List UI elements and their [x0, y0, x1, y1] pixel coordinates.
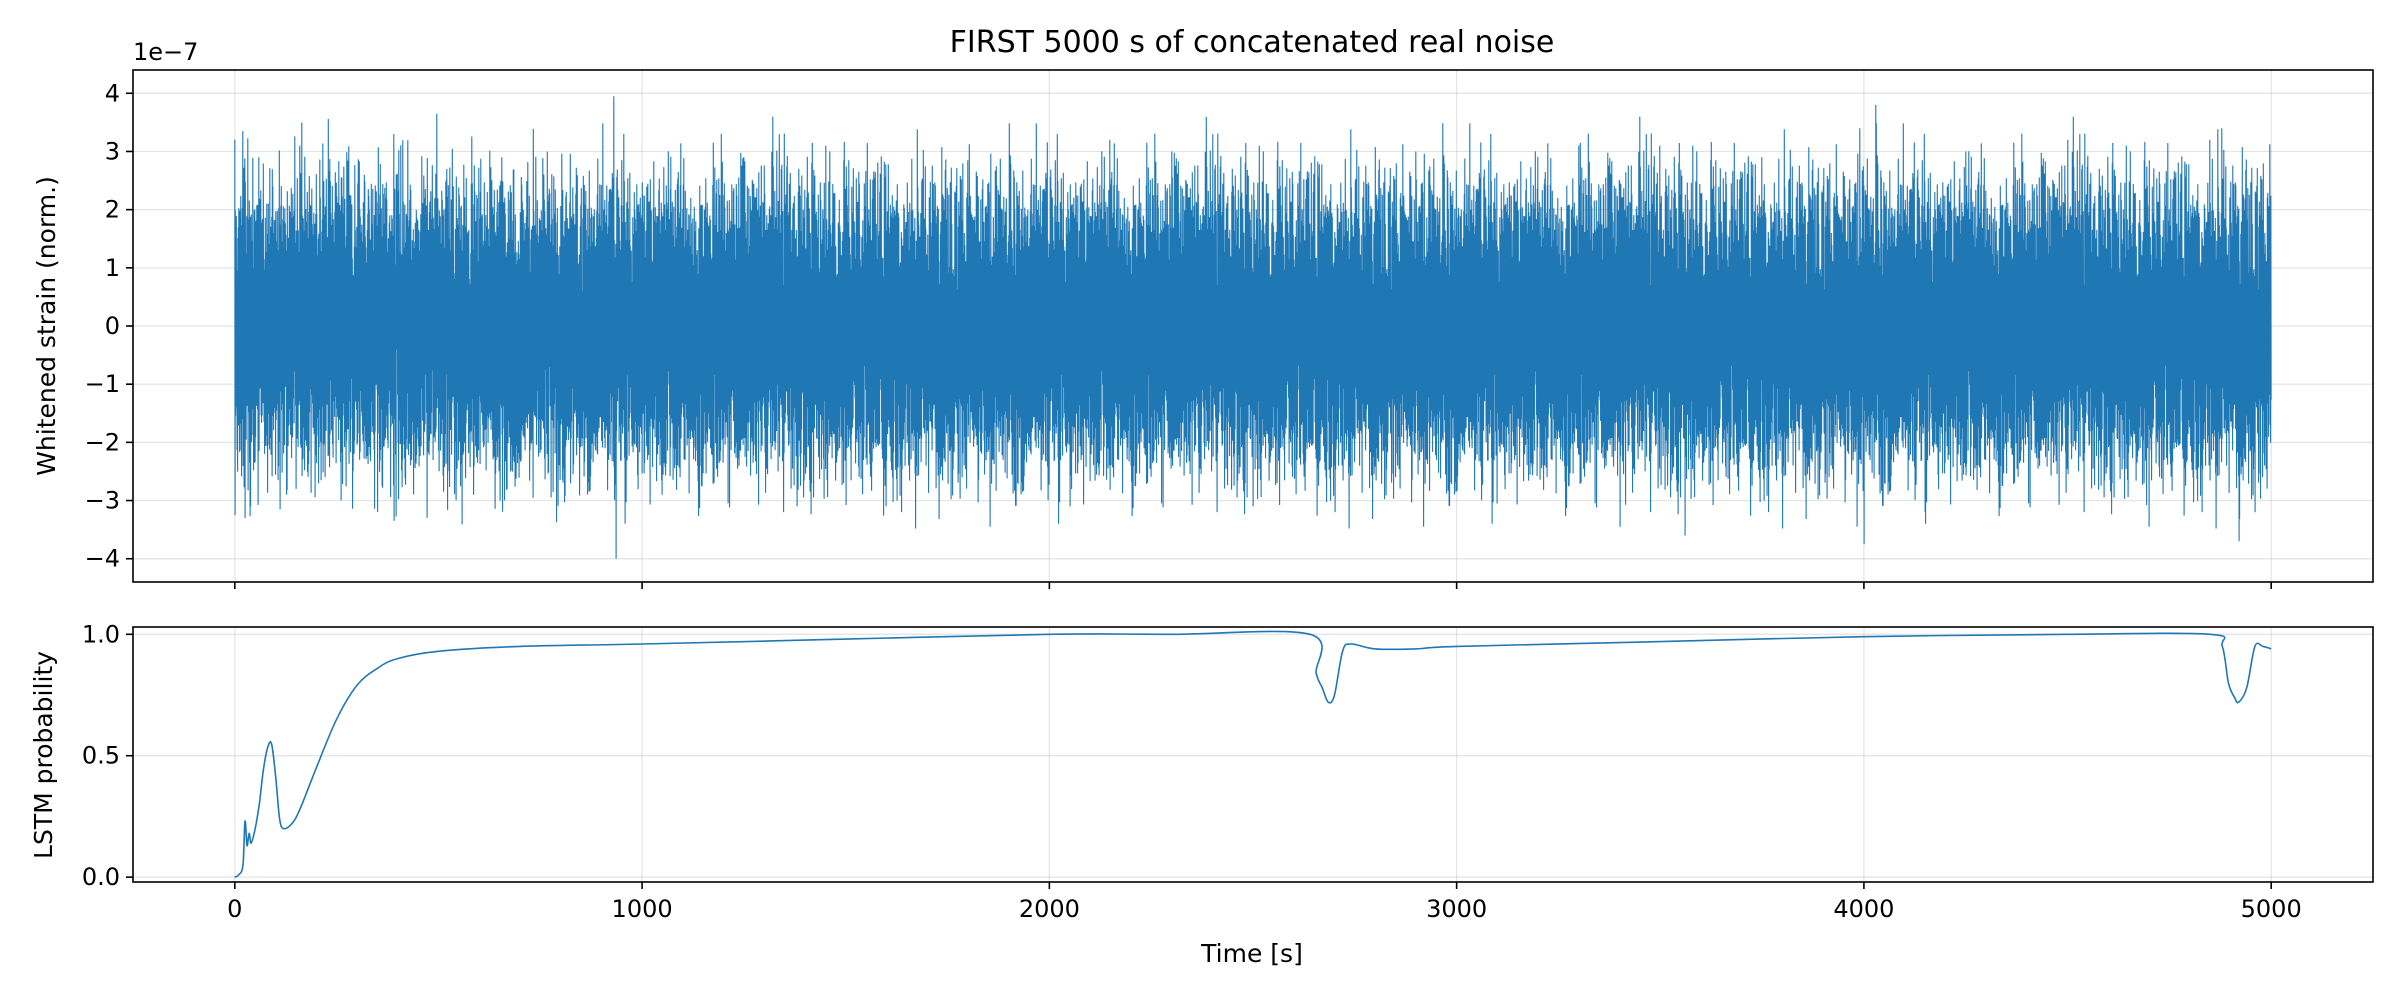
x-tick-label: 1000 — [612, 895, 673, 923]
lstm-y-axis-label: LSTM probability — [29, 651, 58, 859]
strain-axes: −4 −3 −2 −1 0 1 2 3 4 1e−7 Whitened strain (norm… — [32, 38, 2374, 589]
lstm-probability-series — [234, 630, 2272, 878]
y-tick-label: 1.0 — [82, 620, 120, 648]
y-tick-label: 4 — [105, 79, 120, 107]
x-tick-label: 2000 — [1019, 895, 1080, 923]
x-tick-label: 3000 — [1426, 895, 1487, 923]
lstm-grid — [133, 627, 2373, 882]
chart-title: FIRST 5000 s of concatenated real noise — [950, 25, 1555, 60]
lstm-axes: 0 1000 2000 3000 4000 5000 0.0 0.5 1.0 LSTM prob… — [29, 620, 2374, 968]
x-tick-label: 4000 — [1833, 895, 1894, 923]
x-axis-label: Time [s] — [1200, 939, 1303, 968]
y-tick-label: 1 — [105, 254, 120, 282]
lstm-axes-frame — [132, 626, 2374, 883]
y-tick-label: 3 — [105, 137, 120, 165]
y-tick-label: −4 — [85, 545, 120, 573]
strain-noise-series — [234, 96, 2272, 559]
y-tick-label: −2 — [85, 428, 120, 456]
y-tick-label: −3 — [85, 487, 120, 515]
y-tick-label: 0 — [105, 312, 120, 340]
x-tick-label: 5000 — [2241, 895, 2302, 923]
y-tick-label: 2 — [105, 196, 120, 224]
y-tick-label: 0.5 — [82, 742, 120, 770]
strain-ticks: −4 −3 −2 −1 0 1 2 3 4 — [85, 79, 2272, 589]
y-tick-label: −1 — [85, 370, 120, 398]
x-tick-label: 0 — [227, 895, 242, 923]
lstm-ticks: 0 1000 2000 3000 4000 5000 0.0 0.5 1.0 — [82, 620, 2302, 923]
strain-y-axis-label: Whitened strain (norm.) — [32, 176, 61, 476]
strain-offset-text: 1e−7 — [133, 38, 198, 66]
y-tick-label: 0.0 — [82, 863, 120, 891]
